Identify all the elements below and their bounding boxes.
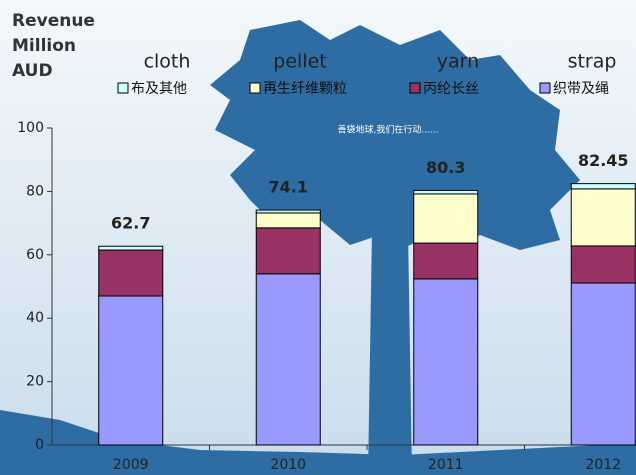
bar-segment xyxy=(98,249,164,297)
bar-segment xyxy=(413,278,479,446)
legend-swatch xyxy=(409,82,421,94)
x-tick-label: 2012 xyxy=(585,457,621,473)
y-tick-label: 20 xyxy=(26,374,44,390)
bar-segment xyxy=(255,209,321,214)
y-tick-label: 60 xyxy=(26,247,44,263)
legend-label: 布及其他 xyxy=(131,81,187,97)
tree xyxy=(0,20,636,475)
total-label: 74.1 xyxy=(269,178,308,197)
title-line: Million xyxy=(12,36,76,56)
legend-label: 织带及绳 xyxy=(553,81,609,97)
bar-segment xyxy=(570,183,636,190)
bar-segment xyxy=(98,245,164,251)
legend-name: pellet xyxy=(273,51,326,73)
bar-segment xyxy=(570,188,636,247)
bar-segment xyxy=(413,242,479,280)
legend-swatch xyxy=(249,82,261,94)
legend-label: 再生纤维颗粒 xyxy=(263,81,347,97)
legend-label: 丙纶长丝 xyxy=(423,81,479,97)
total-label: 82.45 xyxy=(578,151,629,170)
total-label: 80.3 xyxy=(426,158,465,177)
annotation: 善袋地球,我们在行动...... xyxy=(337,124,438,136)
bar-segment xyxy=(255,227,321,275)
bar-segment xyxy=(413,193,479,244)
legend-name: yarn xyxy=(437,51,479,73)
x-tick-label: 2009 xyxy=(113,457,149,473)
total-label: 62.7 xyxy=(111,214,150,233)
bar-segment xyxy=(255,273,321,446)
title-line: Revenue xyxy=(12,11,95,31)
y-tick-label: 40 xyxy=(26,310,44,326)
title-line: AUD xyxy=(12,61,53,81)
y-tick-label: 80 xyxy=(26,183,44,199)
bar-segment xyxy=(98,295,164,446)
bar-segment xyxy=(570,282,636,446)
y-tick-label: 0 xyxy=(35,437,44,453)
legend-name: cloth xyxy=(144,51,191,73)
x-tick-label: 2011 xyxy=(428,457,464,473)
legend-name: strap xyxy=(568,51,617,73)
x-tick-label: 2010 xyxy=(270,457,306,473)
y-tick-label: 100 xyxy=(17,120,44,136)
legend-swatch xyxy=(117,82,129,94)
legend-swatch xyxy=(539,82,551,94)
bar-segment xyxy=(413,189,479,195)
bar-segment xyxy=(570,245,636,284)
bar-segment xyxy=(255,212,321,229)
